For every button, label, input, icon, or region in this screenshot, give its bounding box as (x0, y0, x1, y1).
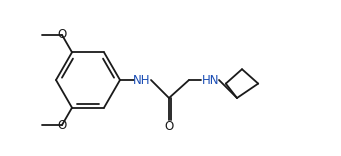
Text: O: O (57, 28, 66, 41)
Text: NH: NH (133, 73, 151, 86)
Text: O: O (164, 120, 174, 134)
Text: O: O (57, 119, 66, 132)
Text: HN: HN (202, 73, 220, 86)
